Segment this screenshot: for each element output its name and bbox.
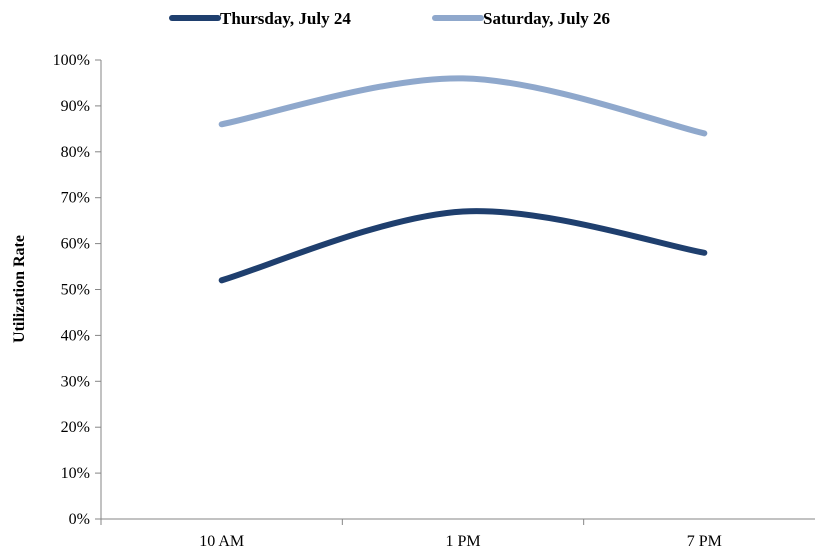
y-axis-title-group: Utilization Rate [11, 235, 28, 343]
y-axis-title: Utilization Rate [11, 235, 28, 343]
legend-label: Thursday, July 24 [220, 9, 351, 28]
y-tick-label: 40% [61, 327, 90, 344]
legend-label: Saturday, July 26 [483, 9, 610, 28]
y-tick-label: 10% [61, 465, 90, 482]
x-tick-label: 10 AM [199, 533, 244, 550]
y-tick-label: 50% [61, 282, 90, 299]
y-tick-label: 100% [53, 52, 90, 69]
legend: Thursday, July 24 Saturday, July 26 [169, 9, 610, 28]
y-tick-label: 30% [61, 373, 90, 390]
y-tick-label: 60% [61, 236, 90, 253]
y-tick-label: 20% [61, 419, 90, 436]
series-line-2 [218, 75, 708, 137]
series-line-1 [218, 208, 708, 284]
x-tick-label: 1 PM [445, 533, 480, 550]
y-tick-label: 90% [61, 98, 90, 115]
x-tick-label: 7 PM [687, 533, 722, 550]
series-lines [218, 75, 708, 284]
y-tick-label: 70% [61, 190, 90, 207]
axes: 0% 10% 20% 30% 40% 50% 60% 70% 80% 90% 100% 10 AM 1 … [53, 52, 815, 550]
y-tick-label: 80% [61, 144, 90, 161]
y-tick-label: 0% [69, 511, 90, 528]
